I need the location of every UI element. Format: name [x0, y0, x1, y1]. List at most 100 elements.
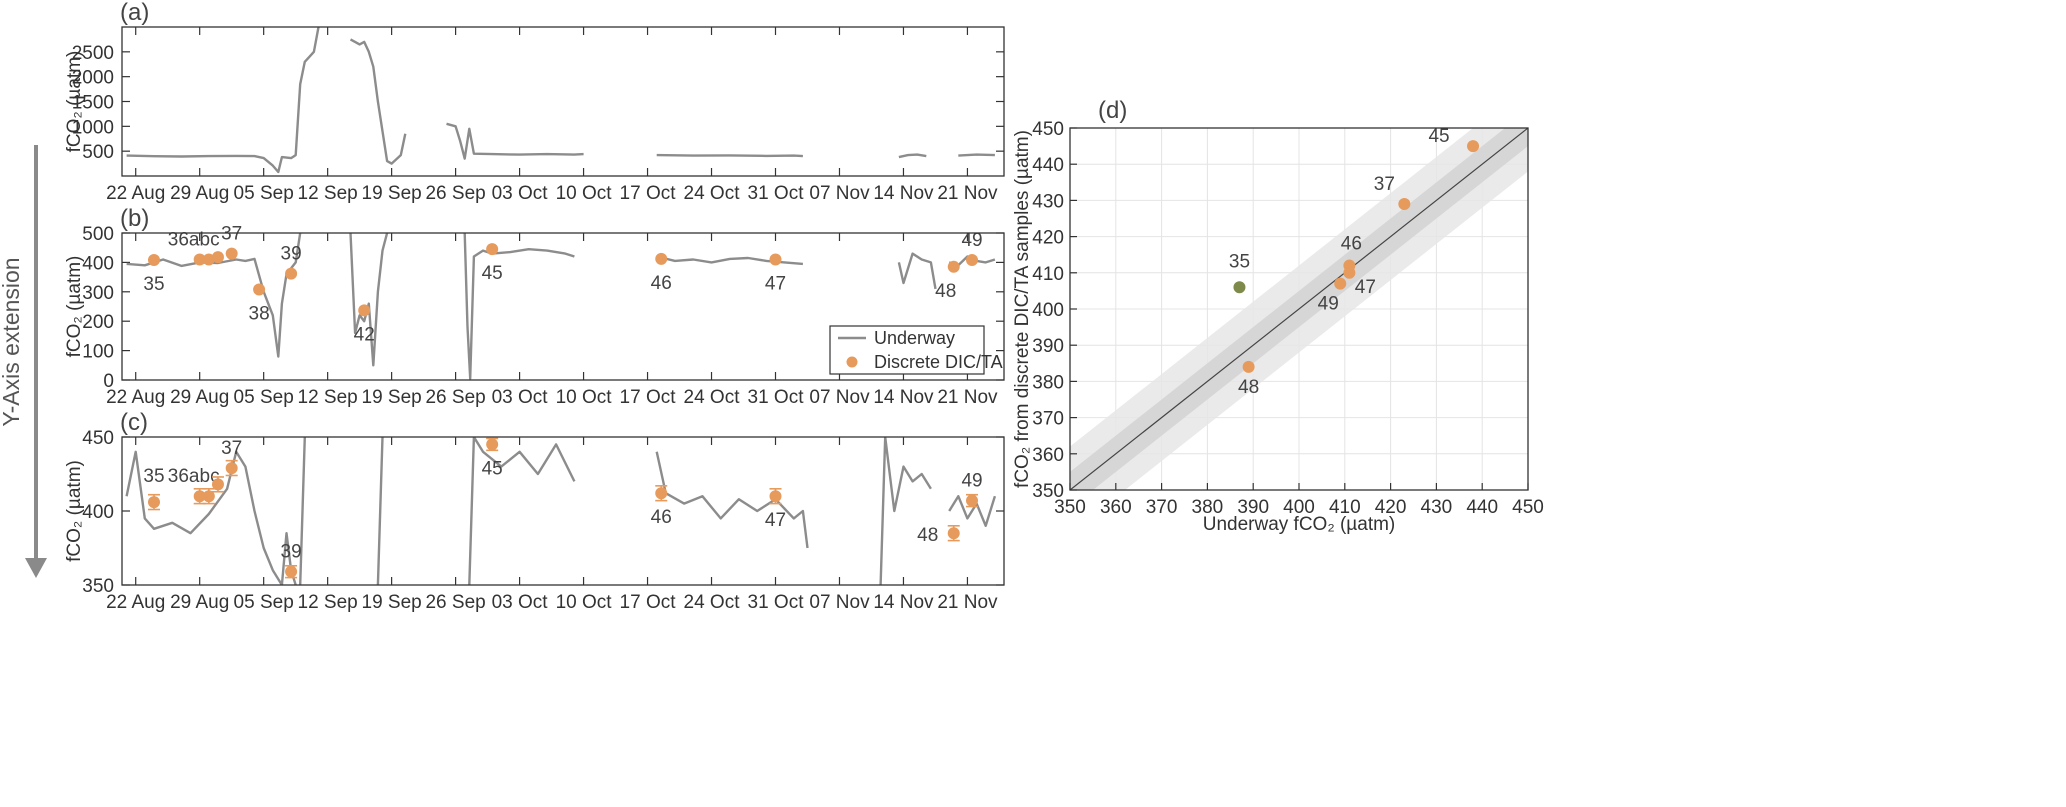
- point-label: 36abc: [168, 229, 220, 250]
- scatter-point-label: 49: [1318, 294, 1339, 315]
- one-to-one-line: [1070, 128, 1528, 490]
- x-tick-label: 07 Nov: [809, 592, 870, 613]
- x-tick-label: 410: [1329, 497, 1361, 518]
- panel-label: (b): [120, 205, 149, 232]
- x-tick-label: 400: [1283, 497, 1315, 518]
- point-label: 46: [651, 507, 672, 528]
- point-label: 45: [482, 263, 503, 284]
- x-tick-label: 450: [1512, 497, 1544, 518]
- y-tick-label: 350: [1032, 481, 1064, 502]
- discrete-point: [147, 496, 160, 509]
- x-tick-label: 17 Oct: [620, 183, 677, 204]
- discrete-point: [655, 252, 668, 265]
- point-label: 45: [482, 458, 503, 479]
- y-extension-arrow-head: [25, 558, 47, 578]
- x-tick-label: 10 Oct: [556, 592, 613, 613]
- point-label: 42: [354, 324, 375, 345]
- y-axis-extension-annotation: Y-Axis extension: [0, 145, 47, 578]
- y-tick-label: 350: [82, 576, 114, 597]
- discrete-point: [285, 267, 298, 280]
- x-tick-label: 31 Oct: [748, 387, 805, 408]
- x-tick-label: 24 Oct: [684, 387, 741, 408]
- x-tick-label: 390: [1237, 497, 1269, 518]
- y-tick-label: 440: [1032, 155, 1064, 176]
- discrete-point: [253, 283, 266, 296]
- discrete-point: [202, 490, 215, 503]
- point-label: 48: [935, 281, 956, 302]
- x-tick-label: 12 Sep: [298, 183, 358, 204]
- x-tick-label: 26 Sep: [425, 183, 485, 204]
- discrete-point: [966, 254, 979, 267]
- legend-discrete-swatch: [846, 356, 858, 368]
- x-tick-label: 24 Oct: [684, 183, 741, 204]
- y-tick-label: 0: [103, 371, 114, 392]
- x-tick-label: 03 Oct: [492, 592, 549, 613]
- x-tick-label: 22 Aug: [106, 387, 165, 408]
- scatter-plot-area: [1070, 128, 1528, 490]
- underway-line: [125, 437, 997, 585]
- x-tick-label: 29 Aug: [170, 183, 229, 204]
- point-label: 37: [221, 224, 242, 245]
- x-tick-label: 24 Oct: [684, 592, 741, 613]
- discrete-point: [358, 304, 371, 317]
- y-tick-label: 400: [1032, 300, 1064, 321]
- legend-underway-label: Underway: [874, 328, 955, 348]
- x-tick-label: 14 Nov: [873, 183, 934, 204]
- discrete-point: [225, 462, 238, 475]
- x-tick-label: 420: [1375, 497, 1407, 518]
- x-tick-label: 29 Aug: [170, 592, 229, 613]
- x-tick-label: 360: [1100, 497, 1132, 518]
- plot-area: [126, 27, 995, 174]
- x-tick-label: 22 Aug: [106, 183, 165, 204]
- discrete-point: [147, 254, 160, 267]
- plot-frame: [121, 232, 1005, 381]
- y-tick-label: 450: [1032, 119, 1064, 140]
- scatter-point-label: 35: [1229, 251, 1250, 272]
- scatter-point-label: 45: [1428, 126, 1449, 147]
- x-tick-label: 07 Nov: [809, 183, 870, 204]
- scatter-point: [1398, 198, 1411, 211]
- point-label: 38: [249, 303, 270, 324]
- discrete-point: [211, 251, 224, 264]
- point-label: 35: [143, 274, 164, 295]
- point-label: 47: [765, 273, 786, 294]
- x-tick-label: 26 Sep: [425, 387, 485, 408]
- discrete-point: [193, 490, 206, 503]
- y-tick-label: 420: [1032, 228, 1064, 249]
- x-tick-label: 31 Oct: [748, 183, 805, 204]
- y-extension-label-bg: [4, 236, 26, 448]
- y-axis-label: fCO₂ from discrete DIC/TA samples (µatm): [1012, 130, 1033, 488]
- point-label: 35: [143, 466, 164, 487]
- y-tick-label: 2000: [72, 68, 114, 89]
- scatter-point-label: 46: [1341, 234, 1362, 255]
- y-tick-label: 1000: [72, 117, 114, 138]
- point-label: 46: [651, 273, 672, 294]
- y-tick-label: 390: [1032, 336, 1064, 357]
- discrete-point: [655, 487, 668, 500]
- y-tick-label: 500: [82, 142, 114, 163]
- panel-label: (a): [120, 0, 149, 26]
- y-tick-label: 100: [82, 342, 114, 363]
- plot-frame: [121, 436, 1005, 586]
- x-tick-label: 19 Sep: [362, 387, 422, 408]
- scatter-point: [1343, 266, 1356, 279]
- y-tick-label: 380: [1032, 372, 1064, 393]
- discrete-point: [211, 478, 224, 491]
- x-tick-label: 19 Sep: [362, 183, 422, 204]
- point-label: 47: [765, 510, 786, 531]
- x-tick-label: 05 Sep: [234, 592, 294, 613]
- scatter-point: [1467, 140, 1480, 153]
- legend-box: [829, 325, 985, 375]
- point-label: 39: [281, 542, 302, 563]
- discrete-point: [193, 253, 206, 266]
- x-axis-label: Underway fCO₂ (µatm): [1203, 514, 1396, 535]
- discrete-point: [486, 438, 499, 451]
- scatter-point-label: 48: [1238, 377, 1259, 398]
- x-tick-label: 05 Sep: [234, 387, 294, 408]
- discrete-point: [947, 527, 960, 540]
- y-tick-label: 400: [82, 253, 114, 274]
- panel-b: (b) 0 100 200 300 400 500 fCO₂ (µatm) 22 Aug 29 A…: [64, 205, 1005, 408]
- point-label: 37: [221, 438, 242, 459]
- scatter-point: [1242, 360, 1255, 373]
